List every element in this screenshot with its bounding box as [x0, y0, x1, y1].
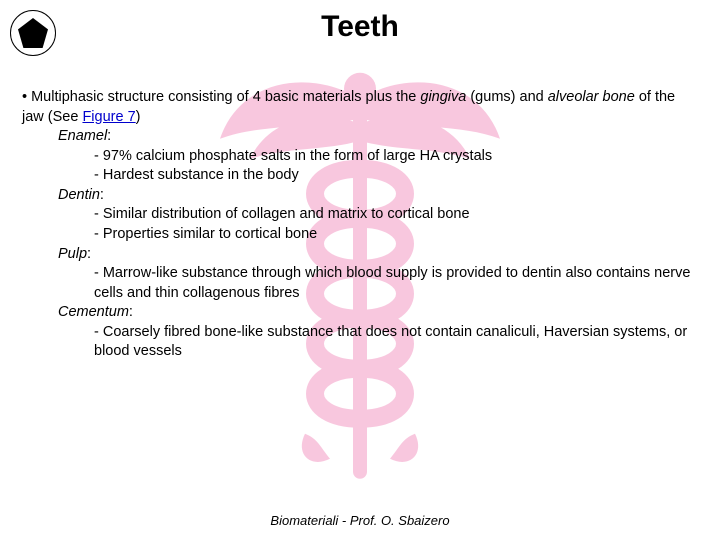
cementum-heading: Cementum:	[22, 303, 700, 323]
slide-body: • Multiphasic structure consisting of 4 …	[22, 88, 700, 362]
intro-prefix: • Multiphasic structure consisting of 4 …	[22, 89, 420, 105]
slide-footer: Biomateriali - Prof. O. Sbaizero	[0, 513, 720, 528]
page-title: Teeth	[0, 10, 720, 44]
dentin-label: Dentin	[58, 187, 100, 203]
enamel-line-1: - 97% calcium phosphate salts in the for…	[22, 147, 700, 167]
cementum-label: Cementum	[58, 304, 129, 320]
cementum-line-1: - Coarsely fibred bone-like substance th…	[22, 323, 700, 362]
pulp-heading: Pulp:	[22, 245, 700, 265]
intro-suffix: )	[136, 109, 141, 125]
dentin-heading: Dentin:	[22, 186, 700, 206]
intro-mid1: (gums) and	[466, 89, 547, 105]
enamel-heading: Enamel:	[22, 127, 700, 147]
enamel-line-2: - Hardest substance in the body	[22, 166, 700, 186]
pulp-label: Pulp	[58, 246, 87, 262]
intro-alveolar: alveolar bone	[548, 89, 635, 105]
dentin-line-2: - Properties similar to cortical bone	[22, 225, 700, 245]
intro-gingiva: gingiva	[420, 89, 466, 105]
intro-line: • Multiphasic structure consisting of 4 …	[22, 88, 700, 127]
dentin-line-1: - Similar distribution of collagen and m…	[22, 205, 700, 225]
pulp-line-1: - Marrow-like substance through which bl…	[22, 264, 700, 303]
enamel-label: Enamel	[58, 128, 107, 144]
figure-7-link[interactable]: Figure 7	[82, 109, 135, 125]
